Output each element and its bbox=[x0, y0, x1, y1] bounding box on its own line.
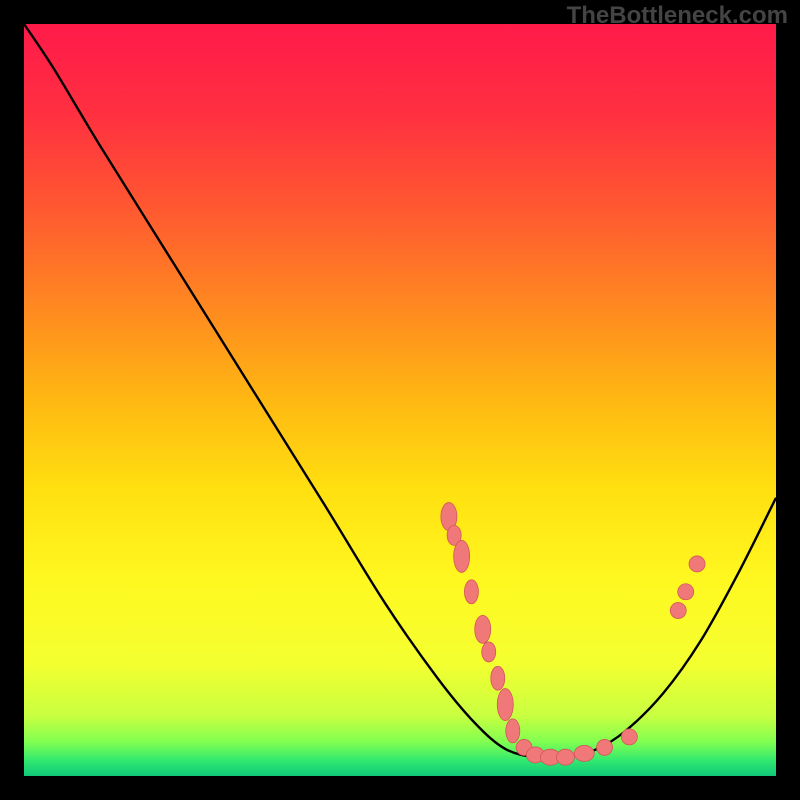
curve-marker bbox=[556, 749, 574, 765]
curve-marker bbox=[574, 745, 594, 761]
curve-marker bbox=[454, 540, 470, 572]
curve-marker bbox=[689, 556, 705, 572]
curve-marker bbox=[670, 603, 686, 619]
curve-marker bbox=[506, 719, 520, 743]
curve-marker bbox=[464, 580, 478, 604]
watermark-text: TheBottleneck.com bbox=[567, 2, 788, 30]
chart-container: TheBottleneck.com bbox=[0, 0, 800, 800]
curve-marker bbox=[497, 689, 513, 721]
bottleneck-chart bbox=[0, 0, 800, 800]
curve-marker bbox=[482, 642, 496, 662]
gradient-background bbox=[24, 24, 776, 776]
curve-marker bbox=[475, 615, 491, 643]
curve-marker bbox=[621, 729, 637, 745]
curve-marker bbox=[597, 739, 613, 755]
curve-marker bbox=[678, 584, 694, 600]
curve-marker bbox=[491, 666, 505, 690]
